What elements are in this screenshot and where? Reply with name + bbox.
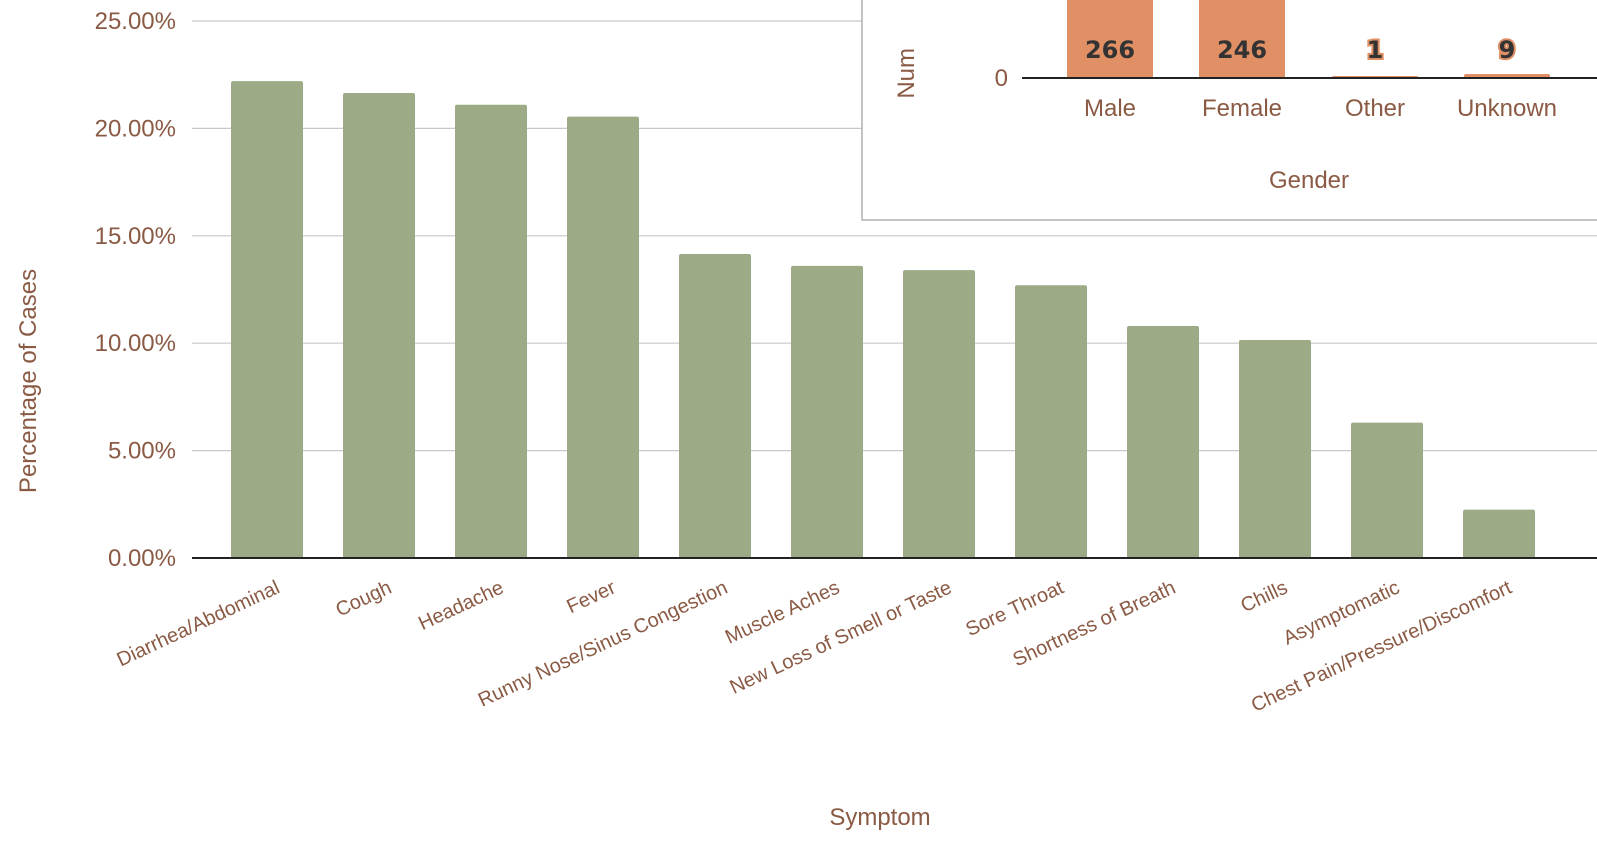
- main-bars: [231, 81, 1535, 559]
- inset-bars: [1067, 0, 1550, 78]
- inset-x-axis-title: Gender: [1269, 167, 1349, 194]
- bar-headache: [455, 104, 527, 558]
- bar-sore-throat: [1015, 285, 1087, 558]
- x-tick-label: Cough: [332, 577, 395, 622]
- y-tick-label: 20.00%: [95, 115, 176, 142]
- x-tick-label: Fever: [563, 576, 619, 618]
- inset-y-tick-label: 0: [995, 65, 1008, 92]
- inset-data-label: 246: [1217, 36, 1267, 64]
- bar-chest-pain-pressure-discomfort: [1463, 509, 1535, 558]
- inset-data-label: 1: [1367, 36, 1384, 64]
- bar-chills: [1239, 339, 1311, 558]
- inset-y-axis-title: Num: [893, 48, 920, 99]
- y-tick-label: 5.00%: [108, 438, 176, 465]
- x-tick-label: Diarrhea/Abdominal: [114, 577, 284, 672]
- inset-x-tick-labels: Male Female Other Unknown: [1084, 95, 1557, 122]
- inset-x-tick-label: Male: [1084, 95, 1136, 122]
- y-tick-label: 0.00%: [108, 545, 176, 572]
- inset-data-label: 9: [1499, 36, 1516, 64]
- inset-data-labels: 266 246 1 9: [1085, 34, 1517, 66]
- bar-shortness-of-breath: [1127, 326, 1199, 558]
- y-tick-label: 25.00%: [95, 8, 176, 35]
- bar-new-loss-of-smell-or-taste: [903, 270, 975, 558]
- inset-x-tick-label: Other: [1345, 95, 1405, 122]
- x-tick-label: Chills: [1237, 577, 1291, 618]
- bar-diarrhea-abdominal: [231, 81, 303, 559]
- y-tick-label: 15.00%: [95, 223, 176, 250]
- main-y-axis-title: Percentage of Cases: [15, 269, 42, 493]
- bar-cough: [343, 92, 415, 558]
- main-y-tick-labels: 0.00% 5.00% 10.00% 15.00% 20.00% 25.00%: [95, 8, 176, 572]
- bar-fever: [567, 116, 639, 558]
- bar-muscle-aches: [791, 265, 863, 558]
- inset-x-tick-label: Unknown: [1457, 95, 1557, 122]
- bar-asymptomatic: [1351, 422, 1423, 558]
- inset-bar-female: [1199, 0, 1285, 78]
- inset-bar-male: [1067, 0, 1153, 78]
- inset-bar-unknown: [1464, 73, 1550, 78]
- inset-data-label: 266: [1085, 36, 1135, 64]
- main-x-tick-labels: Diarrhea/Abdominal Cough Headache FeverRunn…: [114, 576, 1516, 716]
- y-tick-label: 10.00%: [95, 330, 176, 357]
- x-tick-label: Headache: [415, 577, 507, 635]
- inset-y-tick-labels: 0: [995, 65, 1008, 92]
- bar-runny-nose-sinus-congestion: [679, 254, 751, 559]
- inset-x-tick-label: Female: [1202, 95, 1282, 122]
- inset-gender-chart: 266 246 1 9 0 Male Female Other Unknown Num Ge…: [861, 0, 1597, 221]
- main-x-axis-title: Symptom: [829, 804, 930, 831]
